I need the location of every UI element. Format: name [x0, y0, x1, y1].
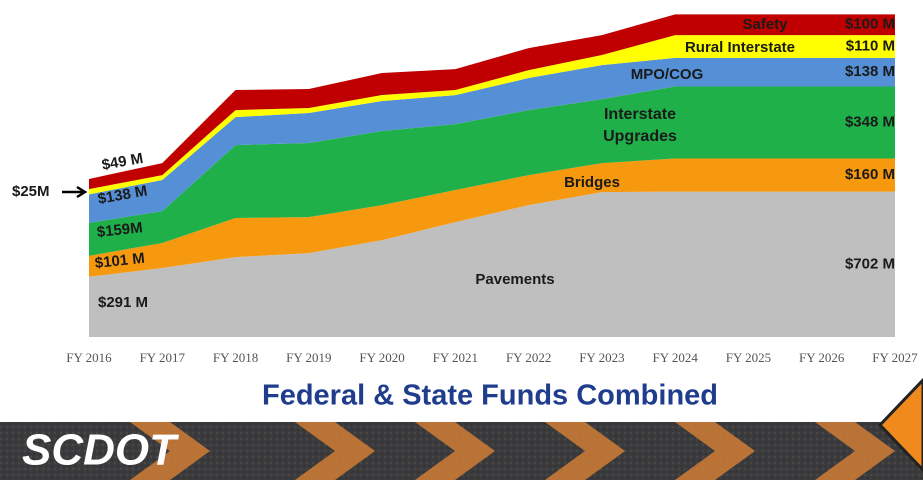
label-arrow	[62, 185, 88, 199]
banner: SCDOT	[0, 377, 923, 480]
series-name: Interstate Upgrades	[603, 106, 677, 145]
area	[89, 57, 895, 223]
x-tick-label: FY 2021	[433, 350, 478, 365]
value-label: $160 M	[845, 166, 895, 183]
x-tick-label: FY 2023	[579, 350, 624, 365]
x-tick-label: FY 2018	[213, 350, 258, 365]
area	[89, 158, 895, 277]
value-label: $159M	[96, 219, 143, 241]
area	[89, 191, 895, 337]
x-tick-label: FY 2017	[140, 350, 186, 365]
series-name: Pavements	[475, 271, 554, 288]
series-name: MPO/COG	[631, 66, 704, 83]
value-label: $101 M	[94, 250, 146, 272]
x-tick-label: FY 2022	[506, 350, 551, 365]
value-label: $138 M	[845, 63, 895, 80]
x-tick-label: FY 2027	[872, 350, 918, 365]
area	[89, 35, 895, 195]
value-label: $348 M	[845, 113, 895, 130]
x-tick-label: FY 2026	[799, 350, 845, 365]
area	[89, 14, 895, 190]
value-label: $49 M	[100, 150, 144, 174]
value-label: $100 M	[845, 15, 895, 32]
chevrons	[130, 422, 895, 480]
series-name: Bridges	[564, 174, 620, 191]
chart-title: Federal & State Funds Combined	[262, 380, 718, 412]
road-sign	[877, 377, 923, 473]
series-name: Rural Interstate	[685, 39, 795, 56]
value-label: $291 M	[98, 294, 148, 311]
value-label: $110 M	[846, 37, 895, 54]
x-tick-label: FY 2016	[66, 350, 112, 365]
x-tick-label: FY 2019	[286, 350, 331, 365]
x-tick-label: FY 2024	[652, 350, 698, 365]
x-tick-label: FY 2025	[726, 350, 771, 365]
x-tick-label: FY 2020	[359, 350, 404, 365]
series-name: Safety	[742, 16, 788, 33]
value-label: $25M	[12, 183, 50, 200]
logo: SCDOT	[22, 426, 179, 475]
value-label: $702 M	[845, 255, 895, 272]
area	[89, 86, 895, 256]
